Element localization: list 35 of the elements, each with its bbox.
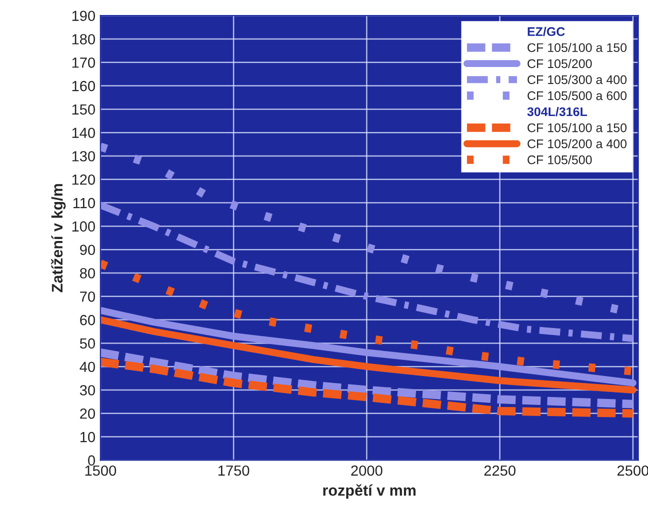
x-tick-label: 2000: [351, 465, 382, 476]
legend-label: CF 105/500 a 600: [528, 90, 627, 100]
y-tick-label: 90: [80, 244, 96, 256]
y-tick-label: 20: [80, 408, 96, 419]
y-tick-label: 0: [88, 455, 96, 466]
y-tick-label: 170: [72, 58, 96, 68]
annotation: EZ/GC: [528, 26, 565, 36]
y-tick-label: 160: [72, 80, 96, 92]
y-tick-label: 130: [72, 151, 96, 162]
y-tick-label: 190: [72, 10, 96, 22]
legend-label: CF 105/100 a 150: [528, 42, 627, 52]
legend-label: CF 105/200: [528, 58, 592, 68]
x-tick-label: 1750: [218, 465, 250, 476]
y-tick-label: 110: [73, 198, 96, 208]
y-tick-label: 50: [80, 338, 96, 349]
y-tick-label: 30: [80, 385, 96, 396]
y-tick-label: 150: [72, 104, 96, 115]
y-tick-label: 120: [72, 174, 96, 185]
y-tick-label: 140: [72, 128, 96, 138]
x-axis-title: rozpětí v mm: [323, 484, 416, 499]
x-tick-label: 2250: [484, 465, 516, 476]
x-tick-label: 1500: [85, 465, 116, 476]
y-tick-label: 180: [72, 34, 96, 44]
legend-label: CF 105/300 a 400: [528, 74, 627, 84]
y-tick-label: 60: [80, 314, 96, 326]
legend-label: CF 105/500: [528, 155, 592, 164]
y-tick-label: 10: [80, 432, 96, 442]
legend-label: CF 105/200 a 400: [528, 139, 627, 148]
y-tick-label: 70: [80, 292, 96, 302]
y-axis-title: Zatížení v kg/m: [51, 184, 66, 292]
annotation: 304L/316L: [527, 106, 588, 116]
legend-label: CF 105/100 a 150: [528, 123, 627, 132]
y-tick-label: 80: [80, 268, 96, 278]
y-tick-label: 100: [72, 221, 96, 232]
y-tick-label: 40: [80, 362, 96, 372]
